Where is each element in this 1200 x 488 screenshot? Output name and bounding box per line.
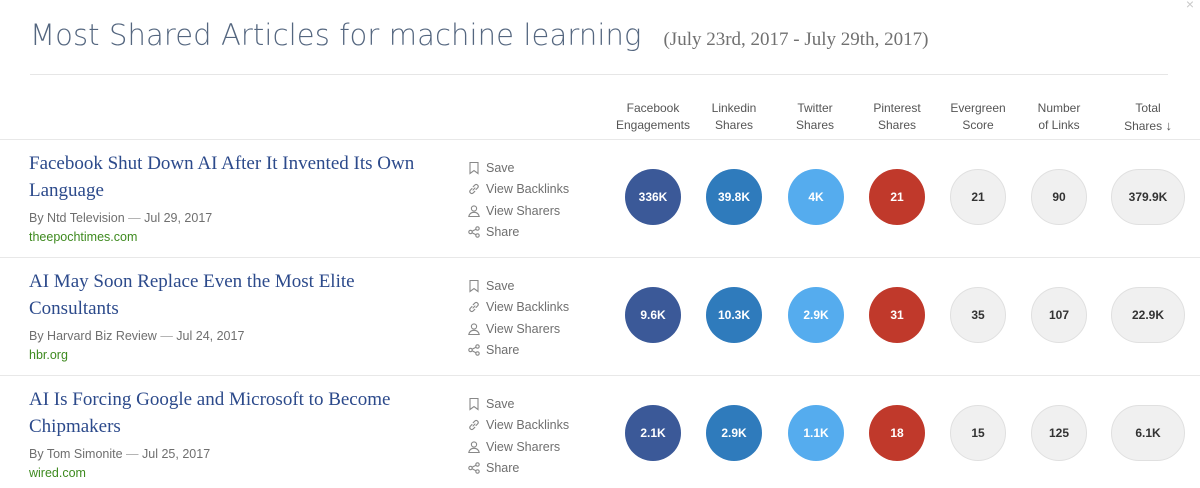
facebook-engagements-value: 336K xyxy=(625,169,681,225)
column-header-total[interactable]: Total Shares ↓ xyxy=(1124,101,1172,133)
share-button[interactable]: Share xyxy=(466,458,569,480)
bookmark-icon xyxy=(466,397,482,411)
article-author: By Ntd Television xyxy=(29,211,125,225)
article-row: Facebook Shut Down AI After It Invented … xyxy=(0,140,1200,258)
link-icon xyxy=(466,418,482,432)
linkedin-shares-value: 39.8K xyxy=(706,169,762,225)
linkedin-shares-value: 10.3K xyxy=(706,287,762,343)
pinterest-shares-value: 21 xyxy=(869,169,925,225)
facebook-engagements-value: 9.6K xyxy=(625,287,681,343)
column-header-facebook[interactable]: Facebook Engagements xyxy=(615,101,691,132)
title-divider xyxy=(30,74,1168,75)
number-of-links-value: 125 xyxy=(1031,405,1087,461)
twitter-shares-value: 4K xyxy=(788,169,844,225)
save-button[interactable]: Save xyxy=(466,157,569,179)
facebook-engagements-value: 2.1K xyxy=(625,405,681,461)
sort-arrow-icon[interactable]: ↓ xyxy=(1165,118,1172,133)
article-date: Jul 25, 2017 xyxy=(142,447,211,461)
link-icon xyxy=(466,182,482,196)
row-divider xyxy=(0,139,1200,140)
total-shares-value: 6.1K xyxy=(1111,405,1185,461)
twitter-shares-value: 1.1K xyxy=(788,405,844,461)
share-icon xyxy=(466,343,482,357)
article-actions: Save View Backlinks View Sharers Share xyxy=(466,275,569,361)
article-title-link[interactable]: Facebook Shut Down AI After It Invented … xyxy=(29,153,415,201)
bookmark-icon xyxy=(466,161,482,175)
article-author: By Tom Simonite xyxy=(29,447,123,461)
title-row: Most Shared Articles for machine learnin… xyxy=(30,18,928,58)
row-divider xyxy=(0,375,1200,376)
user-icon xyxy=(466,204,482,218)
number-of-links-value: 90 xyxy=(1031,169,1087,225)
article-byline: By Harvard Biz Review — Jul 24, 2017 xyxy=(29,329,245,343)
view-backlinks-button[interactable]: View Backlinks xyxy=(466,179,569,201)
view-backlinks-button[interactable]: View Backlinks xyxy=(466,415,569,437)
number-of-links-value: 107 xyxy=(1031,287,1087,343)
article-title-link[interactable]: AI Is Forcing Google and Microsoft to Be… xyxy=(29,389,391,437)
link-icon xyxy=(466,300,482,314)
article-author: By Harvard Biz Review xyxy=(29,329,157,343)
article-actions: Save View Backlinks View Sharers Share xyxy=(466,157,569,243)
column-header-pinterest[interactable]: Pinterest Shares xyxy=(873,101,921,132)
save-button[interactable]: Save xyxy=(466,393,569,415)
evergreen-score-value: 21 xyxy=(950,169,1006,225)
bookmark-icon xyxy=(466,279,482,293)
save-button[interactable]: Save xyxy=(466,275,569,297)
article-date: Jul 29, 2017 xyxy=(144,211,213,225)
article-byline: By Ntd Television — Jul 29, 2017 xyxy=(29,211,213,225)
view-sharers-button[interactable]: View Sharers xyxy=(466,200,569,222)
share-icon xyxy=(466,461,482,475)
view-sharers-button[interactable]: View Sharers xyxy=(466,318,569,340)
user-icon xyxy=(466,440,482,454)
date-range: (July 23rd, 2017 - July 29th, 2017) xyxy=(663,29,929,50)
column-header-links[interactable]: Number of Links xyxy=(1037,101,1081,132)
evergreen-score-value: 15 xyxy=(950,405,1006,461)
evergreen-score-value: 35 xyxy=(950,287,1006,343)
article-row: AI Is Forcing Google and Microsoft to Be… xyxy=(0,376,1200,488)
article-domain-link[interactable]: hbr.org xyxy=(29,348,68,362)
linkedin-shares-value: 2.9K xyxy=(706,405,762,461)
article-title-link[interactable]: AI May Soon Replace Even the Most Elite … xyxy=(29,271,355,319)
user-icon xyxy=(466,322,482,336)
column-header-evergreen[interactable]: Evergreen Score xyxy=(950,101,1006,132)
page-title: Most Shared Articles for machine learnin… xyxy=(30,18,642,52)
article-byline: By Tom Simonite — Jul 25, 2017 xyxy=(29,447,211,461)
view-backlinks-button[interactable]: View Backlinks xyxy=(466,297,569,319)
pinterest-shares-value: 31 xyxy=(869,287,925,343)
column-header-twitter[interactable]: Twitter Shares xyxy=(795,101,835,132)
share-button[interactable]: Share xyxy=(466,340,569,362)
article-row: AI May Soon Replace Even the Most Elite … xyxy=(0,258,1200,376)
total-shares-value: 379.9K xyxy=(1111,169,1185,225)
column-header-linkedin[interactable]: Linkedin Shares xyxy=(711,101,757,132)
pinterest-shares-value: 18 xyxy=(869,405,925,461)
article-actions: Save View Backlinks View Sharers Share xyxy=(466,393,569,479)
twitter-shares-value: 2.9K xyxy=(788,287,844,343)
share-button[interactable]: Share xyxy=(466,222,569,244)
share-icon xyxy=(466,225,482,239)
article-domain-link[interactable]: wired.com xyxy=(29,466,86,480)
article-domain-link[interactable]: theepochtimes.com xyxy=(29,230,138,244)
view-sharers-button[interactable]: View Sharers xyxy=(466,436,569,458)
close-icon[interactable]: × xyxy=(1185,0,1194,12)
total-shares-value: 22.9K xyxy=(1111,287,1185,343)
row-divider xyxy=(0,257,1200,258)
article-date: Jul 24, 2017 xyxy=(176,329,245,343)
